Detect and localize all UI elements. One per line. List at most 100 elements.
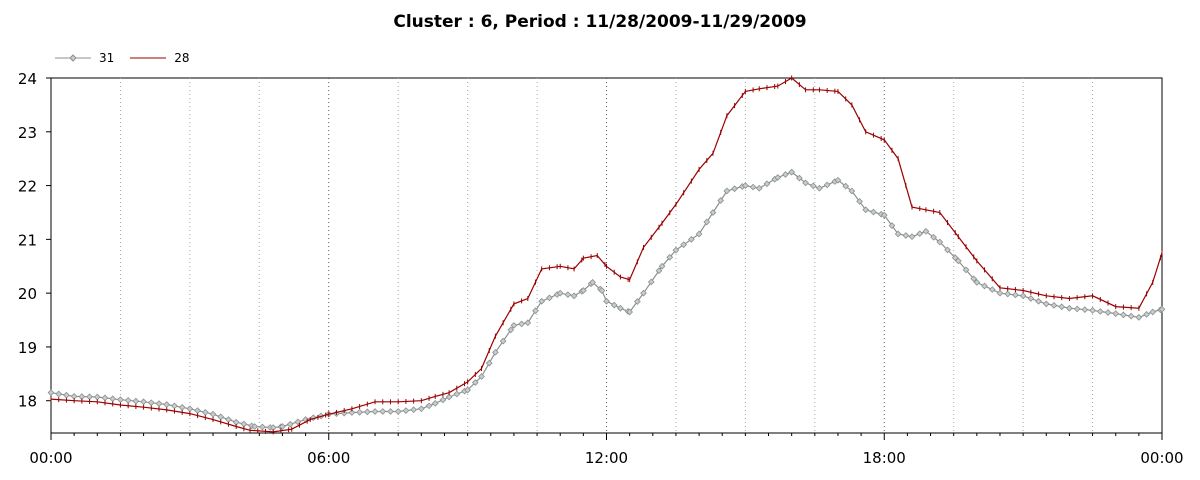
series-31-marker xyxy=(880,211,888,219)
series-31-marker xyxy=(47,389,55,397)
y-tick-label: 23 xyxy=(18,124,37,142)
series-31-marker xyxy=(556,289,564,297)
series-31-marker xyxy=(564,291,572,299)
series-31-marker xyxy=(471,379,479,386)
series-31-marker xyxy=(1035,297,1042,305)
chart-title: Cluster : 6, Period : 11/28/2009-11/29/2… xyxy=(393,12,807,32)
series-28-line xyxy=(50,77,1163,433)
series-31-marker xyxy=(1135,313,1143,321)
series-31-marker xyxy=(633,298,641,305)
series-31-marker xyxy=(371,408,379,415)
series-31-marker xyxy=(155,400,163,407)
series-31-marker xyxy=(579,287,587,294)
series-31-marker xyxy=(598,287,606,294)
series-31-marker xyxy=(186,405,194,413)
series-31-marker xyxy=(848,187,856,195)
series-31-marker xyxy=(1012,291,1019,299)
series-31-marker xyxy=(109,395,117,403)
series-31-marker xyxy=(217,413,225,421)
legend-swatch-series-2 xyxy=(130,57,167,59)
series-31-marker xyxy=(101,394,109,402)
series-31-marker xyxy=(240,420,248,428)
series-31-marker xyxy=(524,319,532,327)
series-31-marker xyxy=(902,232,910,239)
series-31-marker xyxy=(680,241,688,249)
series-31-marker xyxy=(809,182,817,190)
legend-item-series-1: 31 xyxy=(55,51,114,65)
series-31-marker xyxy=(1058,303,1066,311)
series-31-marker xyxy=(617,304,624,312)
legend-swatch-series-1 xyxy=(55,54,91,62)
series-31-marker xyxy=(996,289,1004,297)
series-31-marker xyxy=(132,397,140,405)
series-31-marker xyxy=(749,183,757,191)
series-31-marker xyxy=(842,182,850,190)
y-tick-label: 24 xyxy=(18,70,37,88)
y-tick-label: 21 xyxy=(18,231,37,249)
series-31-marker xyxy=(124,397,132,404)
series-31-marker xyxy=(194,407,201,414)
series-31-marker xyxy=(492,348,499,356)
series-31-marker xyxy=(286,420,294,428)
series-31-marker xyxy=(379,408,387,415)
series-31-marker xyxy=(755,184,763,192)
series-31-marker xyxy=(363,408,371,416)
series-31-marker xyxy=(655,267,663,275)
series-31-marker xyxy=(951,254,959,262)
series-31-marker xyxy=(1042,300,1050,308)
series-31-marker xyxy=(603,297,610,305)
series-31-marker xyxy=(417,405,425,413)
series-31-marker xyxy=(1019,292,1027,300)
series-31-marker xyxy=(518,320,525,328)
series-31-marker xyxy=(225,416,232,423)
series-31-marker xyxy=(478,373,485,380)
series-31-marker xyxy=(431,400,439,407)
series-31-marker xyxy=(259,423,266,431)
series-31-marker xyxy=(538,297,546,305)
series-31-marker xyxy=(922,227,930,235)
series-31-marker xyxy=(888,222,896,229)
series-31-marker xyxy=(908,233,916,241)
series-31-marker xyxy=(862,206,870,214)
series-31-marker xyxy=(464,386,471,394)
series-31-marker xyxy=(796,174,803,182)
series-31-marker xyxy=(485,359,493,367)
x-tick-label: 06:00 xyxy=(307,449,350,467)
series-31-marker xyxy=(251,423,259,430)
series-31-marker xyxy=(834,176,842,184)
series-31-marker xyxy=(147,399,155,407)
series-31-marker xyxy=(55,390,63,398)
series-31-marker xyxy=(309,414,317,422)
series-31-marker xyxy=(340,409,348,417)
y-tick-label: 19 xyxy=(18,339,37,357)
series-31-marker xyxy=(589,279,596,286)
series-31-marker xyxy=(1112,310,1120,317)
series-31-marker xyxy=(981,282,988,290)
series-31-marker xyxy=(610,301,618,309)
series-31-marker xyxy=(647,278,655,286)
series-31-marker xyxy=(348,409,356,416)
series-31-marker xyxy=(856,198,863,205)
series-31-marker xyxy=(658,262,666,270)
plot-frame xyxy=(50,77,1163,434)
series-31-marker xyxy=(788,168,796,176)
series-31-marker xyxy=(410,406,417,414)
x-tick-label: 00:00 xyxy=(1140,449,1183,467)
series-31-marker xyxy=(532,307,539,315)
series-31-marker xyxy=(499,337,507,345)
x-tick-label: 18:00 xyxy=(863,449,906,467)
series-31-marker xyxy=(894,230,902,238)
series-31-marker xyxy=(774,174,782,181)
series-31-marker xyxy=(209,410,217,418)
series-31-marker xyxy=(731,185,738,193)
series-31-marker xyxy=(178,403,186,411)
series-31-marker xyxy=(140,398,147,406)
series-31-marker xyxy=(962,266,970,274)
series-31-marker xyxy=(970,275,978,283)
series-31-marker xyxy=(453,390,461,398)
series-31-marker xyxy=(973,279,981,286)
series-31-marker xyxy=(294,418,302,426)
series-31-marker xyxy=(387,408,394,415)
series-31-marker xyxy=(117,396,124,404)
series-31-marker xyxy=(1096,308,1104,315)
